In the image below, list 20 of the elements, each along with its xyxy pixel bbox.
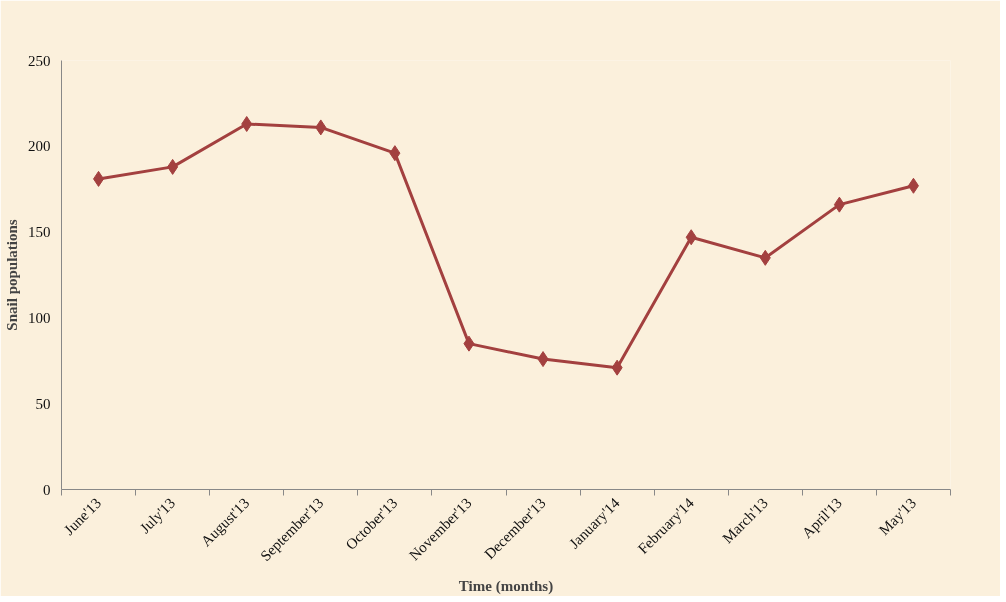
point	[685, 229, 697, 246]
point	[167, 158, 179, 175]
point	[241, 115, 253, 132]
y-tick-label: 100	[28, 309, 51, 326]
point	[537, 351, 549, 368]
y-tick-label: 200	[28, 138, 51, 155]
point	[93, 170, 105, 187]
point	[463, 335, 475, 352]
y-tick-label: 0	[43, 481, 51, 498]
y-tick-label: 50	[35, 395, 51, 412]
point	[611, 359, 623, 376]
point	[315, 119, 327, 136]
point	[907, 177, 919, 194]
point	[759, 249, 771, 266]
y-tick-label: 150	[28, 224, 51, 241]
x-axis-title: Time (months)	[458, 577, 554, 595]
point	[833, 196, 845, 213]
y-tick-label: 250	[28, 52, 51, 69]
y-axis-title: Snail populations	[4, 219, 20, 331]
point	[389, 145, 401, 162]
